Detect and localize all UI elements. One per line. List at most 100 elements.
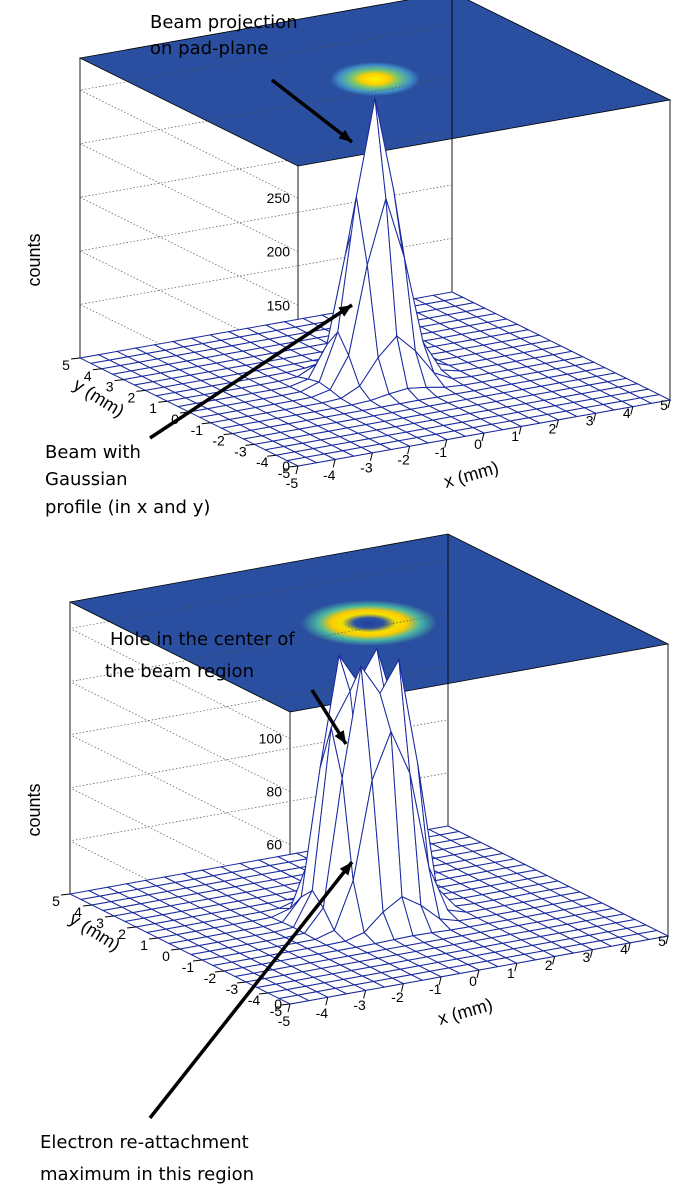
x-tick-label-bottom-4: -1	[429, 981, 442, 997]
y-tick-label-top-6: -1	[191, 422, 204, 438]
y-tick-bottom-5	[170, 948, 181, 951]
x-tick-bottom-6	[514, 963, 518, 972]
z-tick-label-top-5: 250	[267, 190, 291, 206]
x-tick-label-top-4: -1	[435, 444, 448, 460]
y-tick-bottom-6	[192, 959, 203, 962]
x-tick-bottom-2	[363, 990, 367, 999]
arrow-beam-profile	[149, 303, 353, 440]
y-tick-top-8	[245, 443, 255, 446]
surface-cell	[636, 929, 670, 940]
x-tick-bottom-1	[325, 997, 329, 1006]
x-tick-label-top-1: -4	[323, 467, 336, 483]
x-tick-bottom-7	[552, 956, 556, 965]
x-tick-label-top-10: 5	[660, 397, 668, 413]
annotations: Beam projection on pad-plane Beam with G…	[40, 12, 298, 1185]
x-tick-label-bottom-6: 1	[507, 965, 515, 981]
x-tick-bottom-9	[627, 942, 631, 951]
x-tick-label-bottom-10: 5	[658, 933, 666, 949]
x-tick-label-bottom-5: 0	[469, 973, 477, 989]
z-gridline-bottom-2	[68, 719, 449, 899]
annotation-hole-line1: Hole in the center of	[110, 629, 295, 650]
y-tick-label-top-9: -4	[256, 454, 269, 470]
y-tick-bottom-4	[148, 937, 159, 940]
arrow-beam-profile-shaft	[149, 303, 353, 440]
x-tick-top-1	[332, 459, 336, 468]
z-axis-label-bottom: counts	[24, 783, 44, 836]
x-tick-top-3	[407, 446, 411, 455]
x-tick-top-4	[444, 439, 448, 448]
z-tick-label-bottom-0: 0	[274, 996, 282, 1012]
chart-bottom-panel: 020406080100-5-4-3-2-1012345543210-1-2-3…	[24, 533, 670, 1029]
z-gridline-bottom-4	[68, 613, 449, 792]
x-tick-label-bottom-9: 4	[620, 941, 628, 957]
surface-mesh-bottom	[68, 647, 670, 1005]
annotation-gaussian: Gaussian	[45, 469, 128, 490]
annotation-beam-projection: Beam projection	[150, 12, 298, 33]
y-tick-bottom-10	[280, 1003, 291, 1006]
y-tick-label-top-3: 2	[128, 389, 136, 405]
z-tick-label-top-0: 0	[282, 458, 290, 474]
arrow-beam-profile-head	[338, 305, 352, 317]
x-tick-label-top-2: -3	[360, 459, 373, 475]
arrow-reattach	[148, 860, 354, 1120]
x-tick-label-top-5: 0	[474, 436, 482, 452]
x-tick-top-5	[481, 432, 485, 442]
y-tick-bottom-3	[126, 926, 137, 929]
y-tick-label-top-0: 5	[62, 357, 70, 373]
beam-projection-bottom	[301, 600, 437, 646]
y-tick-label-bottom-8: -3	[226, 981, 239, 997]
y-tick-label-bottom-10: -5	[270, 1003, 283, 1019]
x-tick-top-0	[295, 465, 299, 475]
x-tick-label-bottom-1: -4	[316, 1005, 329, 1021]
annotation-reattach-line1: Electron re-attachment	[40, 1132, 249, 1153]
x-tick-label-top-9: 4	[623, 405, 631, 421]
x-axis-label-bottom: x (mm)	[436, 994, 495, 1029]
y-tick-top-10	[288, 465, 299, 468]
arrow-hole-head	[334, 730, 346, 744]
y-tick-bottom-0	[60, 893, 71, 896]
beam-projection-top	[330, 62, 420, 96]
z-tick-label-top-4: 200	[267, 244, 291, 260]
x-tick-bottom-4	[438, 976, 442, 985]
y-tick-label-bottom-0: 5	[52, 893, 60, 909]
y-tick-label-bottom-5: 0	[162, 948, 170, 964]
y-tick-label-top-10: -5	[278, 465, 291, 481]
x-tick-bottom-8	[589, 949, 593, 958]
y-tick-bottom-9	[258, 992, 269, 995]
surface-mesh-top	[78, 98, 672, 467]
annotation-beam-with: Beam with	[45, 442, 141, 463]
x-tick-label-top-0: -5	[286, 475, 299, 491]
y-tick-label-bottom-4: 1	[140, 937, 148, 953]
x-tick-top-10	[667, 399, 671, 409]
arrow-beam-projection-shaft	[270, 78, 354, 144]
y-tick-label-bottom-7: -2	[204, 970, 217, 986]
x-tick-label-top-6: 1	[511, 428, 519, 444]
arrow-beam-projection	[270, 78, 354, 144]
y-tick-bottom-1	[82, 904, 93, 907]
y-tick-top-1	[92, 368, 102, 371]
y-tick-label-bottom-9: -4	[248, 992, 261, 1008]
x-axis-label-top: x (mm)	[442, 457, 501, 492]
z-tick-label-top-3: 150	[267, 297, 291, 313]
annotation-hole-line2: the beam region	[105, 661, 254, 682]
z-gridline-top-2	[78, 184, 453, 360]
x-tick-bottom-5	[476, 969, 480, 979]
x-tick-bottom-10	[665, 935, 669, 945]
x-tick-top-2	[369, 452, 373, 461]
y-tick-label-top-7: -2	[212, 433, 225, 449]
z-gridline-top-3	[78, 130, 453, 306]
x-tick-label-bottom-2: -3	[353, 997, 366, 1013]
y-tick-label-top-8: -3	[234, 443, 247, 459]
x-tick-bottom-3	[400, 983, 404, 992]
z-axis-label-top: counts	[24, 233, 44, 286]
y-tick-label-bottom-3: 2	[118, 926, 126, 942]
annotation-reattach-line2: maximum in this region	[40, 1164, 254, 1185]
annotation-profile: profile (in x and y)	[45, 497, 210, 518]
x-tick-label-top-3: -2	[397, 452, 410, 468]
arrow-beam-projection-head	[338, 129, 352, 142]
y-tick-bottom-7	[214, 970, 225, 973]
x-tick-label-top-8: 3	[586, 413, 594, 429]
y-tick-top-3	[136, 389, 146, 392]
z-gridline-bottom-5	[68, 560, 449, 739]
